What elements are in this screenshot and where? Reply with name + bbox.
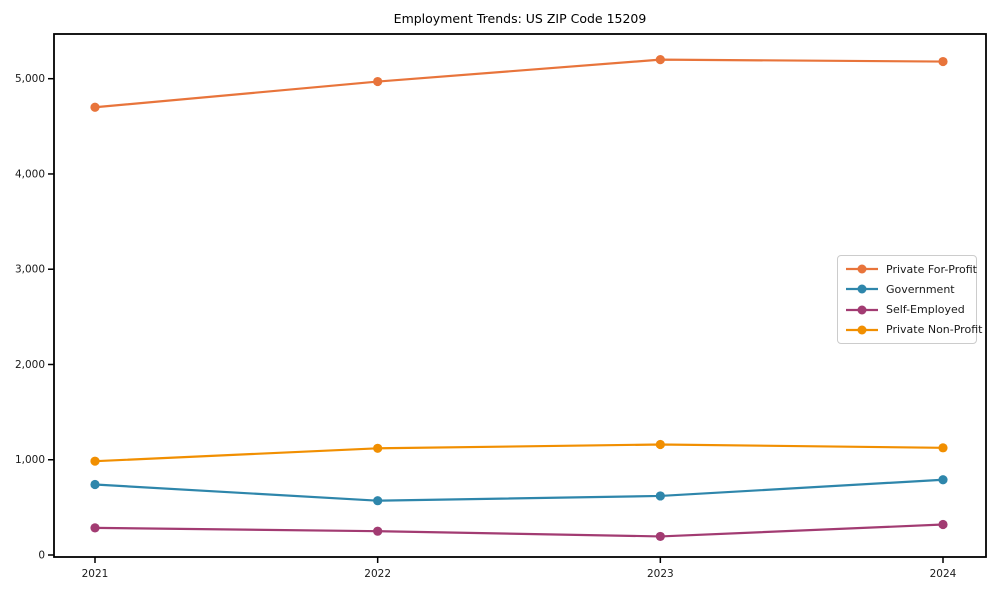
x-tick-label: 2021: [82, 568, 109, 580]
legend-label: Government: [886, 282, 955, 296]
legend-marker-icon: [846, 305, 878, 315]
data-point-government-2023: [655, 491, 665, 501]
legend-item-government: Government: [845, 280, 972, 298]
data-point-private-for-profit-2022: [373, 76, 383, 87]
series-line-self-employed: [93, 523, 945, 538]
x-tick-label: 2023: [647, 568, 674, 580]
y-tick-label: 2,000: [15, 359, 45, 371]
chart-title: Employment Trends: US ZIP Code 15209: [393, 11, 647, 26]
data-point-self-employed-2022: [373, 526, 383, 536]
data-point-self-employed-2024: [938, 519, 948, 530]
data-point-private-non-profit-2023: [655, 439, 665, 450]
x-tick-label: 2022: [364, 568, 391, 580]
legend-item-self-employed: Self-Employed: [845, 301, 972, 319]
legend-label: Private Non-Profit: [886, 323, 983, 337]
legend-item-private-for-profit: Private For-Profit: [845, 260, 977, 278]
legend-marker-icon: [846, 264, 878, 274]
series-line-government: [93, 478, 945, 502]
data-point-self-employed-2023: [655, 531, 665, 542]
legend-marker-icon: [846, 325, 878, 335]
x-tick-label: 2024: [930, 568, 957, 580]
legend: Private For-Profit Government Self-Employe…: [837, 255, 982, 344]
data-point-private-for-profit-2023: [655, 55, 665, 65]
data-point-private-non-profit-2021: [90, 456, 100, 466]
y-tick-label: 3,000: [15, 264, 45, 276]
y-tick-label: 5,000: [15, 73, 45, 85]
data-point-government-2024: [938, 475, 948, 485]
legend-label: Private For-Profit: [886, 262, 977, 276]
y-tick-label: 0: [38, 550, 45, 562]
legend-marker-icon: [846, 284, 878, 294]
data-point-private-non-profit-2022: [373, 443, 383, 453]
data-point-private-for-profit-2024: [938, 56, 948, 67]
series-line-private-for-profit: [93, 58, 945, 109]
data-point-private-non-profit-2024: [938, 443, 948, 453]
legend-label: Self-Employed: [886, 303, 965, 317]
data-point-government-2022: [373, 496, 383, 506]
y-tick-label: 1,000: [15, 454, 45, 466]
data-point-government-2021: [90, 479, 100, 490]
plot-border: [53, 33, 987, 558]
series-line-private-non-profit: [93, 443, 945, 463]
data-point-self-employed-2021: [90, 523, 100, 533]
y-tick-label: 4,000: [15, 168, 45, 180]
legend-item-private-non-profit: Private Non-Profit: [845, 321, 982, 339]
data-point-private-for-profit-2021: [90, 102, 100, 112]
